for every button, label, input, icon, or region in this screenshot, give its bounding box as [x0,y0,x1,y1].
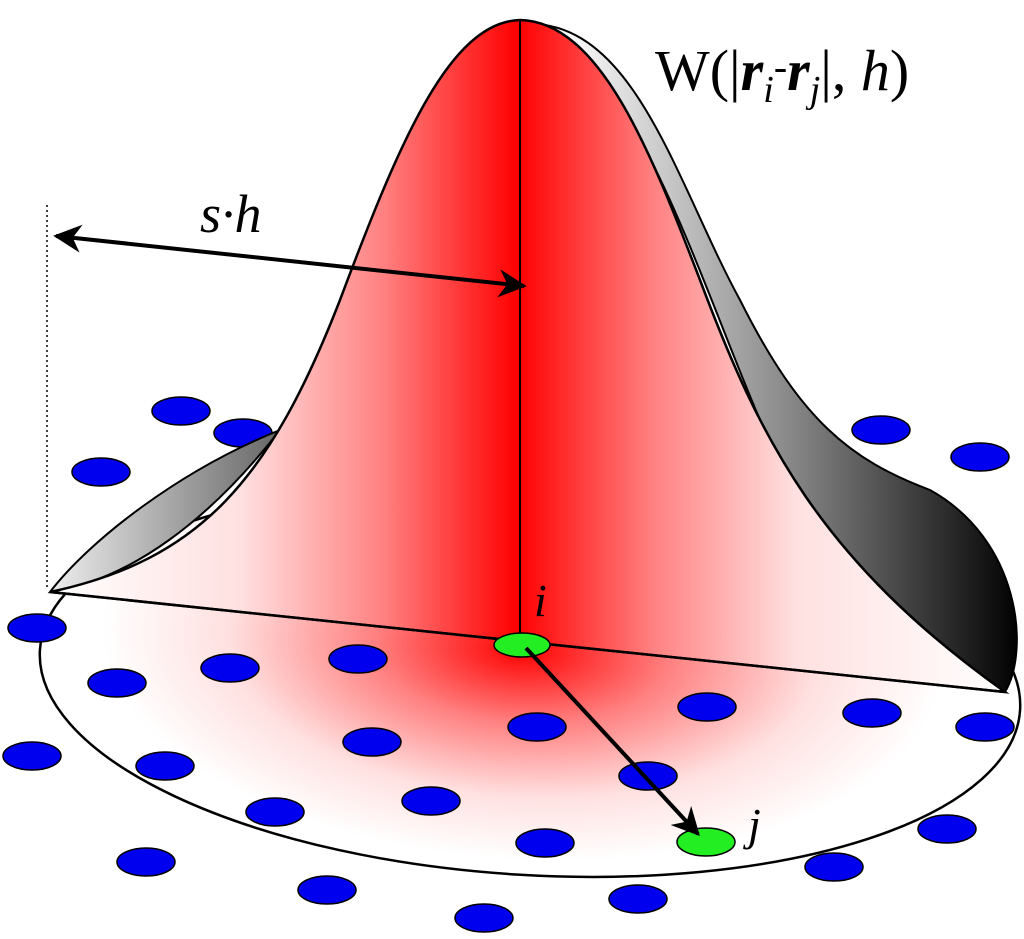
ij-arrow [524,646,700,837]
particle-i [493,632,551,658]
smoothing-length-label: s·h [200,184,262,244]
kernel-label-part: ) [890,38,909,103]
kernel-label: W(|ri-rj|, h) [655,38,909,111]
kernel-label-part: h [861,38,890,103]
particle-j [676,827,736,857]
particle-j-label: j [743,799,761,850]
kernel-front-face [49,18,1010,694]
kernel-label-part: r [787,38,810,103]
smoothing-length-arrow [53,224,527,298]
kernel-back-right [544,24,1018,694]
particles-front [2,613,1015,933]
particle-i-label: i [534,575,547,626]
kernel-label-part: W(| [655,38,741,103]
kernel-label-part: i [763,69,774,111]
kernel-label-part: - [774,44,787,89]
kernel-label-part: r [741,38,764,103]
kernel-label-part: |, [820,38,861,103]
